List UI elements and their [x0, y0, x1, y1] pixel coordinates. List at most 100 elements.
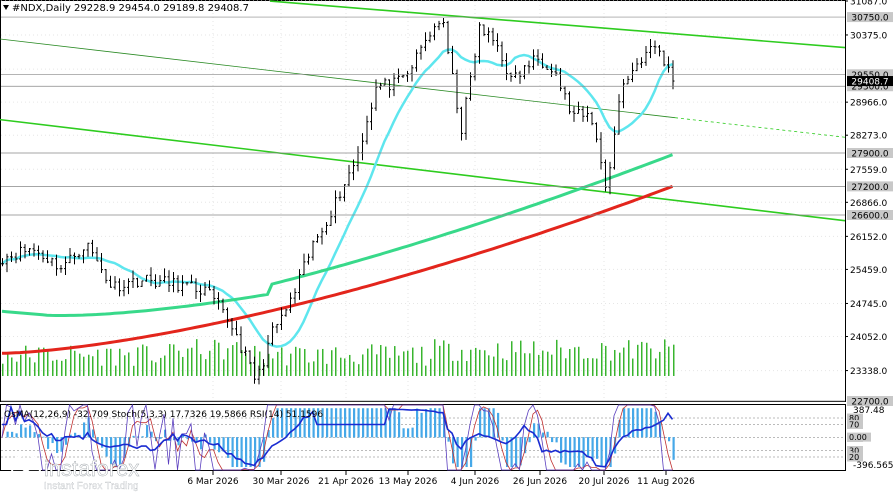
osma-bar — [533, 423, 536, 438]
osma-bar — [114, 437, 117, 468]
osma-bar — [330, 408, 333, 438]
volume-bar — [61, 360, 63, 376]
osma-bar — [524, 437, 527, 454]
price-tick-label: 27559.0 — [850, 166, 887, 176]
price-level-tag — [847, 69, 893, 80]
osc-level-label: 70 — [849, 421, 859, 430]
volume-bar — [133, 365, 135, 376]
volume-bar — [425, 365, 427, 376]
volume-bar — [178, 350, 180, 376]
price-level-label: 26600.0 — [851, 211, 888, 221]
osma-bar — [65, 437, 68, 445]
volume-bar — [628, 340, 630, 376]
instaforex-emblem-icon — [11, 454, 41, 484]
volume-bar — [614, 349, 616, 376]
osma-bar — [389, 408, 392, 438]
volume-bar — [236, 342, 238, 376]
osma-bar — [416, 408, 419, 438]
osma-bar — [312, 408, 315, 438]
volume-bar — [2, 363, 4, 376]
volume-bars — [2, 339, 675, 376]
volume-bar — [565, 358, 567, 376]
volume-bar — [313, 361, 315, 376]
osma-bar — [609, 437, 612, 468]
price-level-tag — [847, 209, 893, 220]
volume-bar — [515, 352, 517, 376]
volume-bar — [421, 346, 423, 376]
price-level-label: 29550.0 — [851, 71, 888, 81]
osma-bar — [407, 428, 410, 438]
time-tick-label: 30 Mar 2026 — [252, 477, 309, 487]
volume-bar — [376, 354, 378, 376]
osma-bar — [335, 408, 338, 438]
volume-bar — [452, 360, 454, 376]
volume-bar — [511, 341, 513, 376]
osma-bar — [501, 437, 504, 441]
volume-bar — [146, 346, 148, 376]
volume-bar — [79, 353, 81, 376]
main-pane-border — [0, 0, 846, 402]
volume-bar — [650, 348, 652, 376]
osma-bar — [38, 434, 41, 438]
last-price-label: 29408.7 — [851, 78, 888, 88]
osma-bar — [231, 437, 234, 468]
volume-bar — [412, 347, 414, 376]
osma-bar — [438, 408, 441, 438]
volume-bar — [124, 355, 126, 376]
osma-bar — [101, 437, 104, 448]
volume-bar — [65, 359, 67, 376]
volume-bar — [286, 365, 288, 376]
osma-bar — [56, 437, 59, 454]
volume-bar — [142, 344, 144, 376]
price-level-label: 29300.0 — [851, 83, 888, 93]
triangle-down-icon[interactable] — [3, 5, 9, 10]
volume-bar — [101, 365, 103, 376]
volume-bar — [308, 362, 310, 376]
osma-bar — [245, 437, 248, 468]
osma-bar — [393, 408, 396, 438]
volume-bar — [322, 348, 324, 376]
stoch-main-line — [1, 403, 673, 471]
volume-bar — [623, 347, 625, 376]
volume-bar — [164, 355, 166, 376]
osma-bar — [42, 436, 45, 438]
volume-bar — [619, 352, 621, 376]
volume-bar — [29, 357, 31, 376]
osma-bar — [600, 437, 603, 468]
osma-bar — [627, 408, 630, 438]
osma-bar — [650, 408, 653, 438]
price-level-tag — [847, 12, 893, 23]
osma-bar — [182, 434, 185, 438]
price-tick-label: 26866.0 — [850, 199, 887, 209]
osma-bar — [429, 408, 432, 438]
volume-bar — [533, 341, 535, 376]
volume-bar — [250, 361, 252, 376]
osc-axis-label: -396.565 — [853, 461, 893, 471]
volume-bar — [259, 351, 261, 376]
volume-bar — [655, 358, 657, 376]
osma-bar — [420, 412, 423, 438]
osma-bar — [227, 437, 230, 458]
volume-bar — [538, 354, 540, 376]
osma-bar — [506, 437, 509, 468]
osma-bar — [285, 408, 288, 438]
time-tick-label: 21 Apr 2026 — [318, 477, 374, 487]
price-tick-label: 28273.0 — [850, 132, 887, 142]
volume-bar — [155, 362, 157, 376]
volume-bar — [673, 344, 675, 376]
time-tick-label: 20 Jul 2026 — [579, 477, 630, 487]
osma-bar — [200, 437, 203, 450]
volume-bar — [344, 358, 346, 376]
volume-bar — [281, 347, 283, 376]
volume-bar — [304, 349, 306, 376]
osma-bar — [47, 437, 50, 449]
volume-bar — [92, 356, 94, 376]
osma-bar — [267, 430, 270, 438]
osma-bar — [119, 437, 122, 468]
osma-bar — [366, 408, 369, 438]
volume-bar — [137, 347, 139, 376]
symbol-title: #NDX,Daily — [12, 3, 71, 14]
